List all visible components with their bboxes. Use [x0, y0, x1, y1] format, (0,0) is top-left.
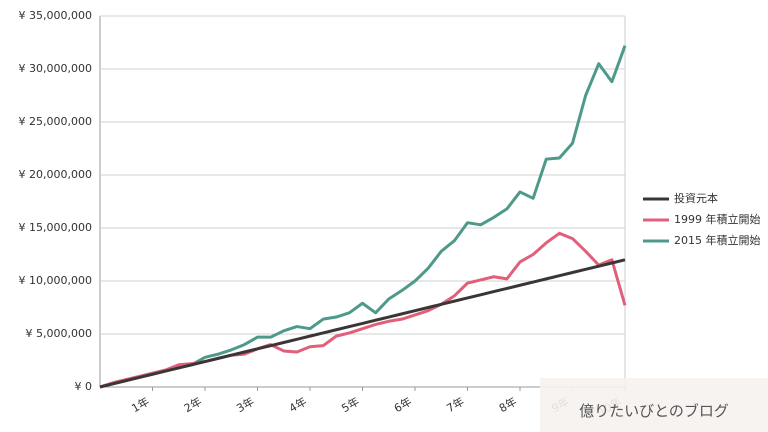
y-tick-label: ¥ 35,000,000: [19, 9, 92, 22]
plot-area: ¥ 0 ¥ 5,000,000 ¥ 10,000,000 ¥ 15,000,000 ¥ …: [19, 9, 761, 419]
watermark: 億りたいびとのブログ: [579, 402, 729, 420]
y-tick-label: ¥ 30,000,000: [19, 62, 92, 75]
legend-label: 投資元本: [674, 191, 718, 205]
series-line: [99, 258, 626, 389]
series-line: [99, 231, 627, 389]
y-tick-label: ¥ 15,000,000: [19, 221, 92, 234]
legend-label: 1999 年積立開始: [674, 212, 761, 226]
y-tick-label: ¥ 25,000,000: [19, 115, 92, 128]
watermark-bg: [540, 378, 768, 432]
y-tick-label: ¥ 10,000,000: [19, 274, 92, 287]
y-tick-label: ¥ 5,000,000: [26, 327, 92, 340]
legend-label: 2015 年積立開始: [674, 233, 761, 247]
y-tick-label: ¥ 20,000,000: [19, 168, 92, 181]
watermark-box: 億りたいびとのブログ: [540, 378, 768, 432]
y-tick-label: ¥ 0: [75, 380, 93, 393]
